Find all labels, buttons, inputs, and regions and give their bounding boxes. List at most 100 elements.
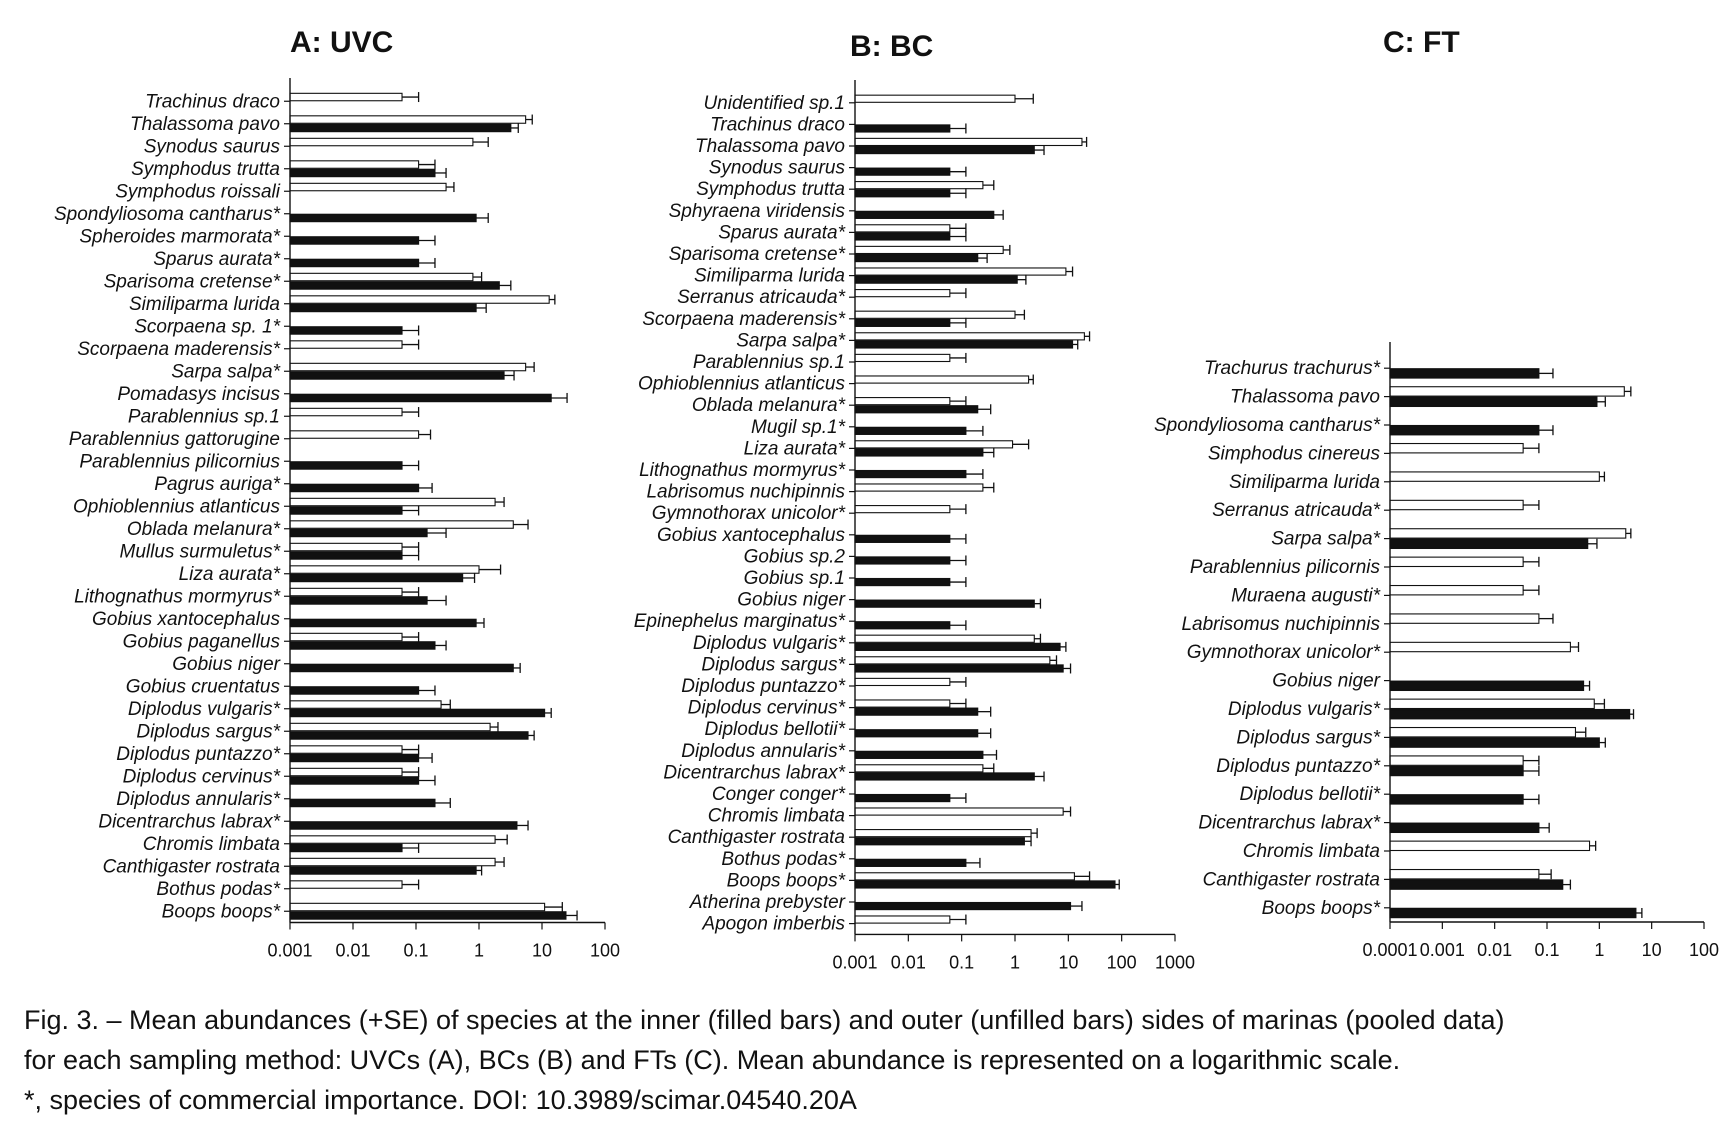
category-label: Lithognathus mormyrus* xyxy=(74,586,281,607)
category-label: Canthigaster rostrata xyxy=(668,827,845,848)
category-label: Scorpaena maderensis* xyxy=(642,309,845,330)
category-label: Gobius xantocephalus xyxy=(92,609,281,630)
category-label: Sarpa salpa* xyxy=(171,361,280,382)
inner-bar xyxy=(854,642,1061,651)
outer-bar xyxy=(289,272,474,282)
category-label: Diplodus puntazzo* xyxy=(681,676,845,697)
outer-bar xyxy=(289,565,480,574)
inner-bar xyxy=(854,426,967,435)
category-label: Similiparma lurida xyxy=(694,266,845,287)
inner-bar xyxy=(854,275,1018,284)
inner-bar xyxy=(854,858,967,867)
category-label: Diplodus puntazzo* xyxy=(116,744,280,765)
category-label: Diplodus sargus* xyxy=(1236,727,1380,748)
panel-title: A: UVC xyxy=(290,26,393,59)
x-tick-label: 1 xyxy=(1010,952,1020,972)
category-label: Symphodus trutta xyxy=(696,179,845,200)
outer-bar xyxy=(854,699,951,708)
inner-bar xyxy=(289,911,567,920)
category-label: Synodus saurus xyxy=(709,158,846,179)
category-label: Diplodus bellotii* xyxy=(705,719,846,740)
x-tick-label: 100 xyxy=(1107,952,1137,972)
x-tick-label: 10 xyxy=(532,941,552,961)
category-label: Parablennius gattorugine xyxy=(69,429,280,450)
x-tick-label: 0.01 xyxy=(1477,940,1512,960)
inner-bar xyxy=(289,371,505,380)
category-label: Parablennius sp.1 xyxy=(128,406,280,427)
category-label: Sparus aurata* xyxy=(153,249,280,270)
outer-bar xyxy=(289,340,403,349)
x-tick-label: 10 xyxy=(1642,940,1662,960)
inner-bar xyxy=(289,326,403,335)
inner-bar xyxy=(854,232,951,241)
outer-bar xyxy=(289,745,403,754)
x-tick-label: 10 xyxy=(1058,952,1078,972)
x-tick-label: 100 xyxy=(1689,940,1719,960)
inner-bar xyxy=(854,880,1116,889)
inner-bar xyxy=(854,405,979,414)
category-label: Oblada melanura* xyxy=(692,395,846,416)
outer-bar xyxy=(854,310,1016,319)
inner-bar xyxy=(289,258,420,268)
outer-bar xyxy=(289,835,496,844)
category-label: Diplodus sargus* xyxy=(136,721,280,742)
category-label: Diplodus annularis* xyxy=(116,789,280,810)
outer-bar xyxy=(289,92,403,102)
category-label: Oblada melanura* xyxy=(127,519,281,540)
category-label: Diplodus sargus* xyxy=(701,654,845,675)
x-tick-label: 0.1 xyxy=(949,952,974,972)
category-label: Parablennius pilicornis xyxy=(1190,557,1381,578)
outer-bar xyxy=(854,332,1085,341)
inner-bar xyxy=(289,686,420,695)
category-label: Simphodus cinereus xyxy=(1208,443,1381,464)
category-label: Spondyliosoma cantharus* xyxy=(54,204,281,225)
inner-bar xyxy=(854,318,951,327)
category-label: Synodus saurus xyxy=(144,136,281,157)
category-label: Dicentrarchus labrax* xyxy=(663,762,845,783)
category-label: Gymnothorax unicolor* xyxy=(652,503,846,524)
outer-bar xyxy=(289,430,420,439)
x-tick-label: 0.01 xyxy=(335,941,370,961)
inner-bar xyxy=(289,731,529,740)
category-label: Ophioblennius atlanticus xyxy=(73,496,281,517)
inner-bar xyxy=(854,599,1035,608)
outer-bar xyxy=(289,722,491,732)
outer-bar xyxy=(289,700,442,709)
category-label: Gobius niger xyxy=(172,654,280,675)
inner-bar xyxy=(289,798,436,808)
category-label: Thalassoma pavo xyxy=(130,114,280,135)
inner-bar xyxy=(854,167,951,176)
x-tick-label: 0.001 xyxy=(832,952,877,972)
outer-bar xyxy=(289,587,403,597)
outer-bar xyxy=(1389,499,1524,511)
inner-bar xyxy=(289,708,546,718)
x-tick-label: 0.1 xyxy=(1534,940,1559,960)
panel-3: C: FT Trachurus trachurus* Thalassoma pavo… xyxy=(1154,26,1719,960)
category-label: Trachinus draco xyxy=(710,114,845,135)
outer-bar xyxy=(1389,641,1571,653)
category-label: Sparisoma cretense* xyxy=(669,244,846,265)
category-label: Liza aurata* xyxy=(744,438,846,459)
inner-bar xyxy=(854,145,1035,155)
inner-bar xyxy=(1389,794,1524,805)
outer-bar xyxy=(854,440,1014,449)
outer-bar xyxy=(289,497,496,507)
category-label: Trachinus draco xyxy=(145,91,280,112)
outer-bar xyxy=(1389,840,1591,852)
inner-bar xyxy=(1389,879,1564,890)
category-label: Diplodus vulgaris* xyxy=(693,633,846,654)
category-label: Labrisomus nuchipinnis xyxy=(646,482,845,503)
outer-bar xyxy=(289,542,403,552)
category-label: Diplodus bellotii* xyxy=(1240,784,1381,805)
inner-bar xyxy=(289,866,477,875)
outer-bar xyxy=(854,872,1075,881)
outer-bar xyxy=(854,267,1067,276)
outer-bar xyxy=(854,245,1004,255)
inner-bar xyxy=(289,393,552,403)
category-label: Sparisoma cretense* xyxy=(104,271,281,292)
outer-bar xyxy=(289,160,420,169)
inner-bar xyxy=(854,469,967,479)
inner-bar xyxy=(289,506,403,515)
outer-bar xyxy=(289,857,496,867)
inner-bar xyxy=(854,124,951,133)
